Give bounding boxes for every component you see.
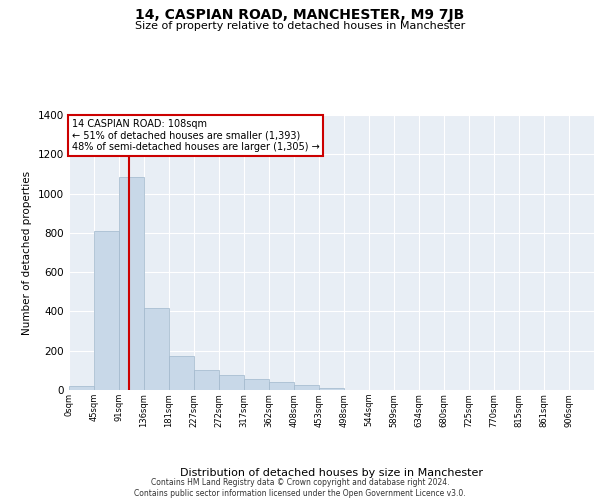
X-axis label: Distribution of detached houses by size in Manchester: Distribution of detached houses by size …: [180, 468, 483, 478]
Bar: [219, 376, 244, 390]
Text: Contains HM Land Registry data © Crown copyright and database right 2024.
Contai: Contains HM Land Registry data © Crown c…: [134, 478, 466, 498]
Bar: [294, 385, 319, 390]
Text: 14 CASPIAN ROAD: 108sqm
← 51% of detached houses are smaller (1,393)
48% of semi: 14 CASPIAN ROAD: 108sqm ← 51% of detache…: [72, 119, 320, 152]
Bar: [144, 308, 169, 390]
Bar: [119, 177, 144, 390]
Bar: [194, 370, 219, 390]
Text: Size of property relative to detached houses in Manchester: Size of property relative to detached ho…: [135, 21, 465, 31]
Text: 14, CASPIAN ROAD, MANCHESTER, M9 7JB: 14, CASPIAN ROAD, MANCHESTER, M9 7JB: [136, 8, 464, 22]
Bar: [169, 356, 194, 390]
Bar: [269, 382, 294, 390]
Y-axis label: Number of detached properties: Number of detached properties: [22, 170, 32, 334]
Bar: [319, 388, 344, 390]
Bar: [94, 231, 119, 390]
Bar: [69, 386, 94, 390]
Bar: [244, 379, 269, 390]
